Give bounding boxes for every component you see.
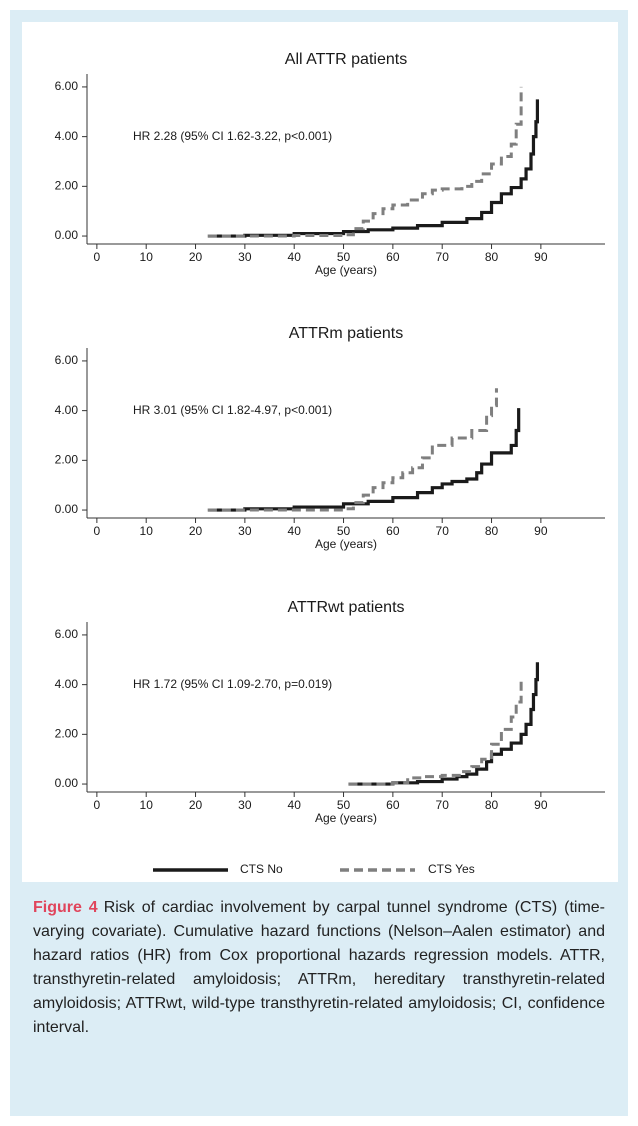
x-tick-label: 20 bbox=[189, 524, 203, 538]
x-tick-label: 90 bbox=[534, 798, 548, 812]
x-tick-label: 10 bbox=[140, 250, 154, 264]
legend-label: CTS No bbox=[240, 862, 283, 876]
x-tick-label: 40 bbox=[288, 524, 302, 538]
y-tick-label: 2.00 bbox=[55, 453, 79, 467]
x-tick-label: 70 bbox=[436, 798, 450, 812]
annotation: HR 2.28 (95% CI 1.62-3.22, p<0.001) bbox=[133, 129, 332, 143]
x-axis-label: Age (years) bbox=[315, 263, 377, 277]
x-tick-label: 50 bbox=[337, 798, 351, 812]
chart-title: ATTRm patients bbox=[289, 325, 403, 342]
x-tick-label: 60 bbox=[386, 250, 400, 264]
x-tick-label: 80 bbox=[485, 798, 499, 812]
x-tick-label: 30 bbox=[238, 250, 252, 264]
x-tick-label: 90 bbox=[534, 524, 548, 538]
x-tick-label: 40 bbox=[288, 798, 302, 812]
legend-label: CTS Yes bbox=[428, 862, 475, 876]
chart: All ATTR patients 0.00 2.00 4.00 6.00 0 10 20 30… bbox=[22, 22, 618, 882]
x-tick-label: 60 bbox=[386, 524, 400, 538]
hazard-line bbox=[207, 408, 521, 512]
annotation: HR 3.01 (95% CI 1.82-4.97, p<0.001) bbox=[133, 403, 332, 417]
y-tick-label: 6.00 bbox=[55, 627, 79, 641]
x-tick-label: 70 bbox=[436, 524, 450, 538]
x-tick-label: 80 bbox=[485, 250, 499, 264]
x-tick-label: 30 bbox=[238, 524, 252, 538]
y-tick-label: 2.00 bbox=[55, 179, 79, 193]
x-tick-label: 50 bbox=[337, 250, 351, 264]
y-tick-label: 6.00 bbox=[55, 353, 79, 367]
chart-title: All ATTR patients bbox=[285, 51, 407, 68]
x-tick-label: 10 bbox=[140, 798, 154, 812]
x-tick-label: 90 bbox=[534, 250, 548, 264]
y-tick-label: 6.00 bbox=[55, 79, 79, 93]
x-tick-label: 20 bbox=[189, 798, 203, 812]
x-tick-label: 0 bbox=[94, 250, 101, 264]
x-tick-label: 70 bbox=[436, 250, 450, 264]
hazard-line bbox=[207, 99, 540, 238]
chart-title: ATTRwt patients bbox=[287, 599, 404, 616]
plot-background bbox=[22, 22, 618, 882]
caption-label: Figure 4 bbox=[33, 899, 98, 916]
x-tick-label: 40 bbox=[288, 250, 302, 264]
y-tick-label: 4.00 bbox=[55, 403, 79, 417]
hazard-line bbox=[348, 677, 523, 786]
y-tick-label: 0.00 bbox=[55, 502, 79, 516]
y-tick-label: 0.00 bbox=[55, 228, 79, 242]
x-tick-label: 30 bbox=[238, 798, 252, 812]
annotation: HR 1.72 (95% CI 1.09-2.70, p=0.019) bbox=[133, 677, 332, 691]
x-axis-label: Age (years) bbox=[315, 811, 377, 825]
y-tick-label: 4.00 bbox=[55, 677, 79, 691]
y-tick-label: 4.00 bbox=[55, 129, 79, 143]
x-tick-label: 0 bbox=[94, 524, 101, 538]
hazard-line bbox=[207, 86, 523, 238]
y-tick-label: 2.00 bbox=[55, 727, 79, 741]
x-tick-label: 60 bbox=[386, 798, 400, 812]
x-tick-label: 80 bbox=[485, 524, 499, 538]
caption: Figure 4 Risk of cardiac involvement by c… bbox=[33, 896, 605, 1040]
y-tick-label: 0.00 bbox=[55, 776, 79, 790]
caption-text: Risk of cardiac involvement by carpal tu… bbox=[33, 899, 605, 1036]
x-tick-label: 10 bbox=[140, 524, 154, 538]
x-tick-label: 20 bbox=[189, 250, 203, 264]
x-tick-label: 0 bbox=[94, 798, 101, 812]
hazard-line bbox=[207, 388, 498, 512]
x-axis-label: Age (years) bbox=[315, 537, 377, 551]
x-tick-label: 50 bbox=[337, 524, 351, 538]
